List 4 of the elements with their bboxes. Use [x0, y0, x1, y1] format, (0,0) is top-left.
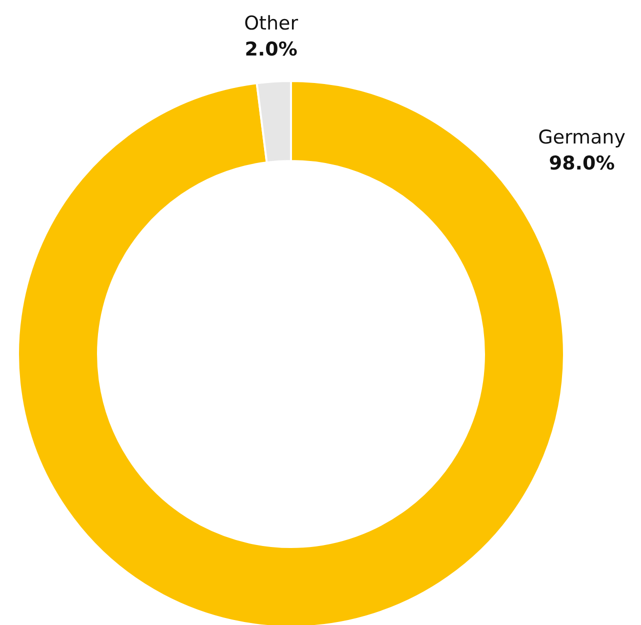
data-label: 98.0% — [548, 152, 615, 174]
slice-label: Germany — [538, 126, 626, 148]
data-label: 2.0% — [244, 38, 298, 61]
slice-label: Other — [244, 12, 298, 35]
